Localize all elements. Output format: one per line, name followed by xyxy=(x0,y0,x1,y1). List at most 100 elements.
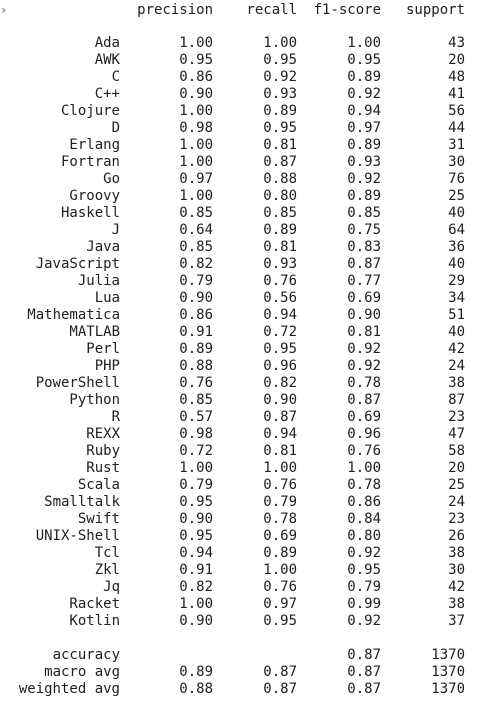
support-value: 38 xyxy=(381,596,465,613)
header-f1-score: f1-score xyxy=(297,2,381,19)
support-value: 47 xyxy=(381,426,465,443)
support-value: 87 xyxy=(381,392,465,409)
row-label: Jq xyxy=(0,579,120,596)
class-row: Kotlin 0.90 0.95 0.92 37 xyxy=(0,613,480,630)
class-row: PHP 0.88 0.96 0.92 24 xyxy=(0,358,480,375)
recall-value: 0.81 xyxy=(213,137,297,154)
row-label: Racket xyxy=(0,596,120,613)
summary-row: weighted avg 0.88 0.87 0.87 1370 xyxy=(0,681,480,698)
precision-value: 0.82 xyxy=(135,579,213,596)
precision-value: 0.98 xyxy=(135,426,213,443)
row-label: Julia xyxy=(0,273,120,290)
precision-value: 0.90 xyxy=(135,86,213,103)
class-row: PowerShell 0.76 0.82 0.78 38 xyxy=(0,375,480,392)
row-label: Haskell xyxy=(0,205,120,222)
support-value: 43 xyxy=(381,35,465,52)
precision-value: 1.00 xyxy=(135,460,213,477)
class-row: Lua 0.90 0.56 0.69 34 xyxy=(0,290,480,307)
recall-value: 1.00 xyxy=(213,460,297,477)
class-row: Smalltalk 0.95 0.79 0.86 24 xyxy=(0,494,480,511)
f1-score-value: 0.92 xyxy=(297,86,381,103)
support-value: 58 xyxy=(381,443,465,460)
row-label: JavaScript xyxy=(0,256,120,273)
class-row: Ruby 0.72 0.81 0.76 58 xyxy=(0,443,480,460)
recall-value: 0.76 xyxy=(213,579,297,596)
recall-value: 0.97 xyxy=(213,596,297,613)
summary-row: macro avg 0.89 0.87 0.87 1370 xyxy=(0,664,480,681)
f1-score-value: 0.94 xyxy=(297,103,381,120)
f1-score-value: 0.92 xyxy=(297,341,381,358)
precision-value: 0.95 xyxy=(135,494,213,511)
recall-value: 0.95 xyxy=(213,120,297,137)
row-label: accuracy xyxy=(0,647,120,664)
row-label: weighted avg xyxy=(0,681,120,698)
class-rows: Ada 1.00 1.00 1.00 43 AWK 0.95 0.95 0.95 20 C 0.86 0… xyxy=(0,35,480,630)
support-value: 42 xyxy=(381,341,465,358)
class-row: Scala 0.79 0.76 0.78 25 xyxy=(0,477,480,494)
support-value: 25 xyxy=(381,188,465,205)
row-label: Mathematica xyxy=(0,307,120,324)
f1-score-value: 0.87 xyxy=(297,392,381,409)
class-row: D 0.98 0.95 0.97 44 xyxy=(0,120,480,137)
support-value: 29 xyxy=(381,273,465,290)
recall-value: 0.72 xyxy=(213,324,297,341)
f1-score-value: 0.79 xyxy=(297,579,381,596)
precision-value: 0.95 xyxy=(135,528,213,545)
recall-value: 0.89 xyxy=(213,545,297,562)
row-label: J xyxy=(0,222,120,239)
recall-value: 0.78 xyxy=(213,511,297,528)
row-label: Zkl xyxy=(0,562,120,579)
precision-value: 1.00 xyxy=(135,103,213,120)
recall-value: 0.94 xyxy=(213,307,297,324)
row-label: REXX xyxy=(0,426,120,443)
precision-value: 0.57 xyxy=(135,409,213,426)
f1-score-value: 0.89 xyxy=(297,69,381,86)
recall-value: 0.79 xyxy=(213,494,297,511)
f1-score-value: 1.00 xyxy=(297,35,381,52)
recall-value: 0.87 xyxy=(213,409,297,426)
recall-value: 0.69 xyxy=(213,528,297,545)
f1-score-value: 0.92 xyxy=(297,613,381,630)
recall-value: 0.82 xyxy=(213,375,297,392)
recall-value: 0.94 xyxy=(213,426,297,443)
class-row: UNIX-Shell 0.95 0.69 0.80 26 xyxy=(0,528,480,545)
row-label: Python xyxy=(0,392,120,409)
class-row: Tcl 0.94 0.89 0.92 38 xyxy=(0,545,480,562)
support-value: 41 xyxy=(381,86,465,103)
class-row: Zkl 0.91 1.00 0.95 30 xyxy=(0,562,480,579)
row-label: Erlang xyxy=(0,137,120,154)
support-value: 30 xyxy=(381,154,465,171)
row-label: Lua xyxy=(0,290,120,307)
precision-value: 0.72 xyxy=(135,443,213,460)
precision-value: 0.91 xyxy=(135,324,213,341)
support-value: 1370 xyxy=(381,664,465,681)
support-value: 56 xyxy=(381,103,465,120)
recall-value: 0.95 xyxy=(213,52,297,69)
report-header-row: precision recall f1-score support xyxy=(0,2,480,19)
precision-value: 0.91 xyxy=(135,562,213,579)
row-label: macro avg xyxy=(0,664,120,681)
f1-score-value: 0.69 xyxy=(297,290,381,307)
class-row: Python 0.85 0.90 0.87 87 xyxy=(0,392,480,409)
precision-value: 0.94 xyxy=(135,545,213,562)
recall-value: 0.87 xyxy=(213,154,297,171)
precision-value: 1.00 xyxy=(135,137,213,154)
recall-value: 0.87 xyxy=(213,681,297,698)
f1-score-value: 0.99 xyxy=(297,596,381,613)
row-label: D xyxy=(0,120,120,137)
f1-score-value: 0.90 xyxy=(297,307,381,324)
row-label: PowerShell xyxy=(0,375,120,392)
support-value: 34 xyxy=(381,290,465,307)
class-row: Jq 0.82 0.76 0.79 42 xyxy=(0,579,480,596)
support-value: 76 xyxy=(381,171,465,188)
f1-score-value: 1.00 xyxy=(297,460,381,477)
f1-score-value: 0.83 xyxy=(297,239,381,256)
recall-value: 0.95 xyxy=(213,341,297,358)
f1-score-value: 0.89 xyxy=(297,188,381,205)
recall-value: 0.88 xyxy=(213,171,297,188)
f1-score-value: 0.87 xyxy=(297,647,381,664)
row-label: Ada xyxy=(0,35,120,52)
support-value: 20 xyxy=(381,52,465,69)
f1-score-value: 0.93 xyxy=(297,154,381,171)
row-label: Fortran xyxy=(0,154,120,171)
